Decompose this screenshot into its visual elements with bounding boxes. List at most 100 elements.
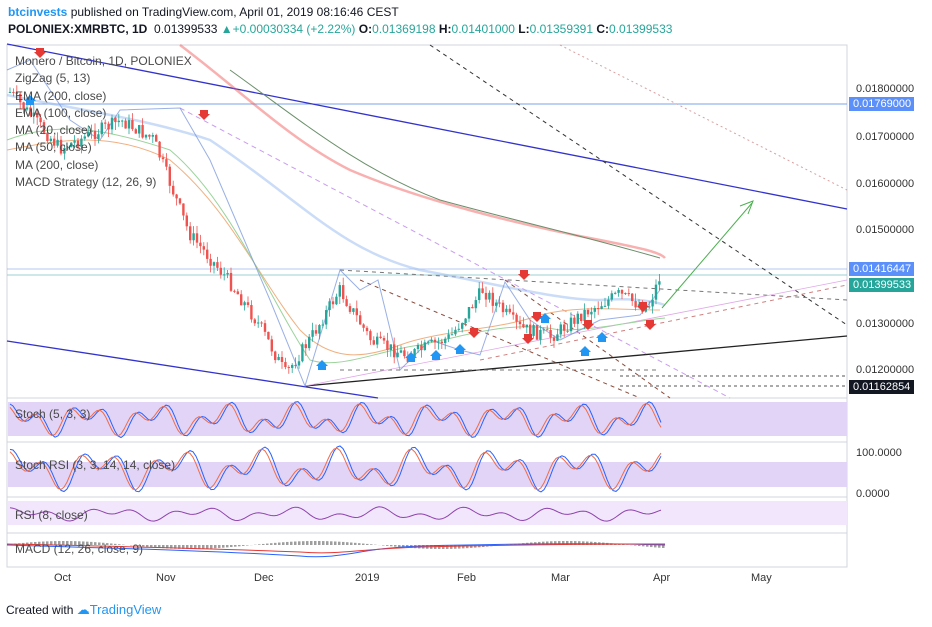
macd-histogram-bar [566, 541, 569, 545]
author-link[interactable]: btcinvests [8, 5, 68, 19]
candle-body [454, 329, 457, 335]
rsi-pane-label[interactable]: RSI (8, close) [15, 508, 88, 522]
macd-histogram-bar [342, 541, 345, 545]
macd-histogram-bar [386, 545, 389, 546]
macd-histogram-bar [570, 541, 573, 545]
macd-histogram-bar [78, 541, 81, 545]
candle-body [59, 139, 63, 154]
faint-trend [304, 279, 848, 387]
candle-body [610, 293, 613, 300]
buy-arrow-icon [24, 95, 36, 105]
candle-body [352, 308, 355, 312]
candle-body [308, 336, 311, 349]
candle-body [216, 262, 219, 268]
stoch-rsi-pane-label[interactable]: Stoch RSI (3, 3, 14, 14, close) [15, 458, 176, 472]
candle-body [444, 338, 447, 344]
candle-body [559, 324, 562, 335]
candle-body [569, 317, 573, 332]
macd-histogram-bar [86, 541, 89, 545]
macd-histogram-bar [338, 541, 341, 545]
candle-body [614, 292, 617, 294]
macd-histogram-bar [450, 545, 453, 549]
macd-histogram-bar [62, 541, 65, 545]
macd-histogram-bar [238, 545, 241, 547]
macd-histogram-bar [402, 545, 405, 548]
candle-body [195, 233, 199, 243]
candle-body [654, 284, 658, 300]
candle-body [301, 344, 304, 362]
legend-ema100[interactable]: EMA (100, close) [15, 105, 107, 120]
legend-ma20[interactable]: MA (20, close) [15, 123, 92, 138]
candle-body [331, 301, 335, 305]
candle-body [267, 331, 270, 340]
candle-body [90, 130, 93, 132]
candle-body [335, 296, 338, 305]
candle-body [552, 337, 556, 341]
candle-body [148, 134, 151, 137]
candle-body [182, 203, 185, 216]
macd-histogram-bar [550, 541, 553, 545]
macd-histogram-bar [462, 545, 465, 549]
candle-body [457, 328, 460, 330]
time-tick: Dec [254, 572, 274, 584]
candle-body [246, 302, 250, 306]
candle-body [155, 135, 158, 142]
macd-histogram-bar [546, 541, 549, 545]
candle-body [110, 117, 114, 130]
legend-symbol[interactable]: Monero / Bitcoin, 1D, POLONIEX [15, 54, 192, 68]
macd-histogram-bar [394, 545, 397, 547]
macd-histogram-bar [578, 541, 581, 545]
legend-ema200[interactable]: EMA (200, close) [15, 88, 107, 103]
candle-body [495, 302, 498, 306]
candle-body [539, 329, 542, 340]
macd-histogram-bar [326, 541, 329, 545]
macd-histogram-bar [42, 541, 45, 545]
candle-body [396, 352, 399, 358]
sell-arrow-icon [522, 334, 534, 344]
candle-body [97, 134, 100, 139]
macd-histogram-bar [638, 545, 641, 546]
legend-macd-strategy[interactable]: MACD Strategy (12, 26, 9) [15, 175, 157, 190]
candle-body [563, 324, 566, 331]
tradingview-link[interactable]: TradingView [89, 602, 162, 617]
candle-body [80, 138, 83, 147]
macd-histogram-bar [150, 545, 153, 548]
candle-body [573, 317, 576, 324]
candle-body [362, 324, 365, 328]
stoch-pane-label[interactable]: Stoch (5, 3, 3) [15, 407, 91, 421]
macd-histogram-bar [102, 542, 105, 545]
candle-body [620, 290, 624, 294]
stoch-d-line [9, 402, 662, 437]
sell-arrow-icon [518, 270, 530, 280]
macd-histogram-bar [74, 541, 77, 545]
macd-histogram-bar [146, 545, 149, 547]
candle-body [321, 324, 324, 326]
candle-body [226, 272, 229, 275]
candle-body [586, 309, 590, 315]
candle-body [172, 185, 175, 195]
support-trendline [304, 335, 848, 387]
candle-body [87, 131, 90, 137]
macd-histogram-bar [398, 545, 401, 548]
candle-body [328, 301, 331, 311]
legend-ma50[interactable]: MA (50, close) [15, 140, 92, 155]
legend-ma200[interactable]: MA (200, close) [15, 157, 99, 172]
dashed-trend-5 [504, 279, 671, 399]
macd-histogram-bar [366, 543, 369, 545]
channel-lower [6, 340, 379, 399]
candle-body [413, 349, 416, 357]
symbol-name[interactable]: POLONIEX:XMRBTC, 1D [8, 22, 148, 36]
macd-histogram-bar [154, 545, 157, 548]
candle-body [369, 331, 372, 341]
projection-arrow [661, 202, 753, 309]
macd-histogram-bar [162, 545, 165, 549]
candle-body [15, 92, 18, 94]
legend-zigzag[interactable]: ZigZag (5, 13) [15, 71, 91, 86]
candle-body [124, 120, 127, 129]
candle-body [447, 334, 450, 339]
macd-histogram-bar [334, 541, 337, 545]
macd-pane-label[interactable]: MACD (12, 26, close, 9) [15, 542, 144, 556]
candle-body [229, 272, 233, 291]
candle-body [342, 285, 345, 300]
